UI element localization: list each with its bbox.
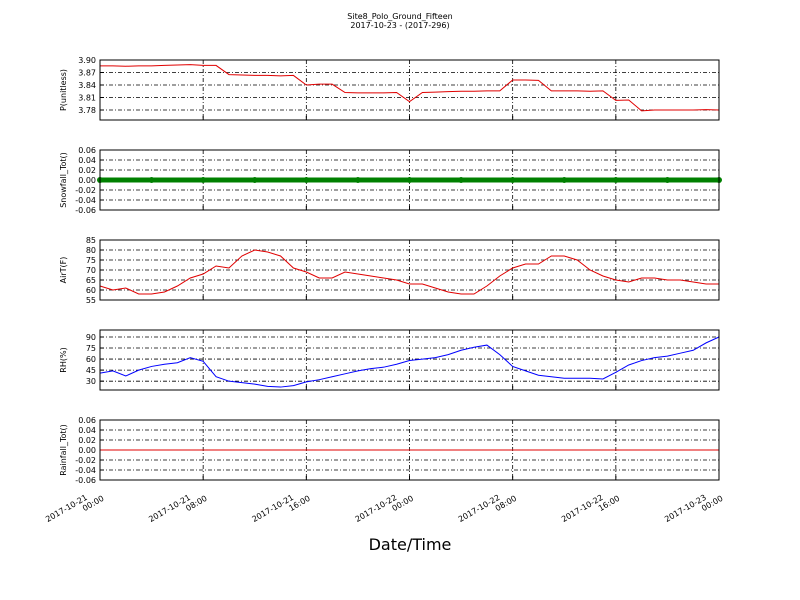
y-tick-label: 65	[86, 276, 96, 285]
y-tick-label: 45	[86, 366, 96, 375]
data-point	[458, 177, 465, 183]
data-point	[354, 177, 361, 183]
y-tick-label: 3.87	[78, 69, 96, 78]
data-point	[612, 177, 619, 183]
y-tick-label: 0.00	[78, 176, 96, 185]
plot-frame	[99, 419, 720, 481]
y-tick-label: 3.84	[78, 81, 96, 90]
y-tick-label: 0.02	[78, 166, 96, 175]
data-point	[303, 177, 310, 183]
y-axis-label: P(unitless)	[59, 69, 68, 111]
y-tick-label: 80	[86, 246, 96, 255]
y-tick-label: 90	[86, 333, 96, 342]
chart-subtitle: 2017-10-23 - (2017-296)	[350, 21, 449, 30]
y-tick-label: 75	[86, 256, 96, 265]
y-tick-label: -0.02	[75, 186, 96, 195]
y-tick-label: 55	[86, 296, 96, 305]
data-point	[509, 177, 516, 183]
y-tick-label: 75	[86, 344, 96, 353]
x-tick-label: 2017-10-2216:00	[560, 486, 621, 532]
y-axis-label: Snowfall_Tot()	[59, 152, 68, 208]
data-point	[200, 177, 207, 183]
y-tick-label: 0.04	[78, 156, 96, 165]
y-tick-label: 60	[86, 286, 96, 295]
y-tick-label: -0.04	[75, 466, 96, 475]
y-tick-label: 0.00	[78, 446, 96, 455]
x-tick-label: 2017-10-2100:00	[44, 486, 105, 532]
y-axis-label: AirT(F)	[59, 257, 68, 284]
x-axis-label: Date/Time	[369, 535, 452, 554]
y-tick-label: -0.06	[75, 206, 96, 215]
y-tick-label: -0.02	[75, 456, 96, 465]
chart-title: Site8_Polo_Ground_Fifteen	[347, 12, 452, 21]
plot-frame	[99, 59, 720, 121]
plot-frame	[99, 149, 720, 211]
y-tick-label: 3.78	[78, 106, 96, 115]
y-tick-label: 60	[86, 355, 96, 364]
data-point	[561, 177, 568, 183]
data-point	[664, 177, 671, 183]
y-tick-label: 0.06	[78, 146, 96, 155]
data-line	[100, 64, 720, 112]
y-tick-label: 0.06	[78, 416, 96, 425]
y-tick-label: 3.90	[78, 56, 96, 65]
y-tick-label: -0.04	[75, 196, 96, 205]
y-tick-label: 85	[86, 236, 96, 245]
y-axis-label: RH(%)	[59, 347, 68, 372]
y-tick-label: 0.02	[78, 436, 96, 445]
x-tick-label: 2017-10-2208:00	[457, 486, 518, 532]
data-point	[406, 177, 413, 183]
plot-frame	[99, 329, 720, 391]
plot-frame	[99, 239, 720, 301]
y-tick-label: -0.06	[75, 476, 96, 485]
data-point	[148, 177, 155, 183]
y-tick-label: 30	[86, 377, 96, 386]
x-tick-label: 2017-10-2108:00	[147, 486, 208, 532]
x-tick-label: 2017-10-2116:00	[250, 486, 311, 532]
data-line	[99, 249, 719, 295]
y-tick-label: 3.81	[78, 94, 96, 103]
y-axis-label: Rainfall_Tot()	[59, 424, 68, 476]
data-point	[251, 177, 258, 183]
x-tick-label: 2017-10-2300:00	[663, 486, 724, 532]
x-tick-label: 2017-10-2200:00	[354, 486, 415, 532]
data-line	[99, 336, 720, 388]
y-tick-label: 0.04	[78, 426, 96, 435]
y-tick-label: 70	[86, 266, 96, 275]
